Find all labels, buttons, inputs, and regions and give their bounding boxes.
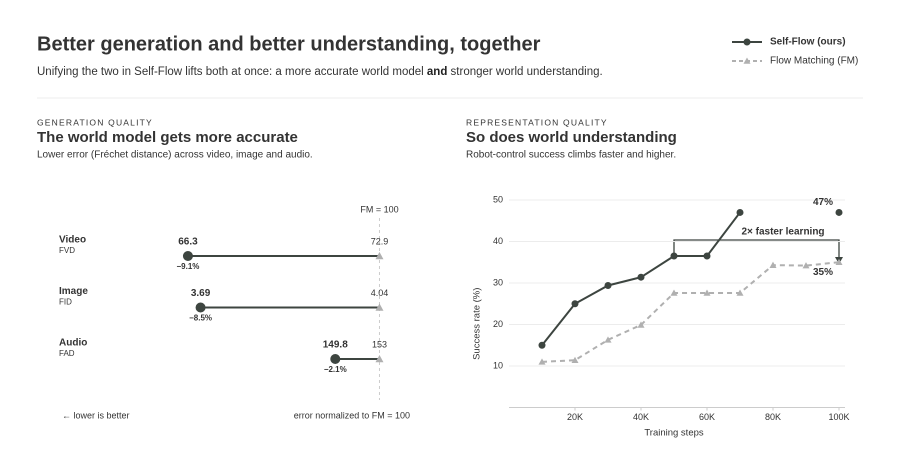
y-tick-label: 10 [493,360,503,370]
fm-marker [375,355,384,363]
y-tick-label: 20 [493,319,503,329]
panel-title: The world model gets more accurate [37,129,298,146]
subtitle-part: stronger world understanding. [447,66,602,78]
x-tick-label: 20K [567,412,583,422]
x-tick-label: 100K [828,412,849,422]
raw-label: 66.3 [178,237,198,248]
x-axis-label: Training steps [644,428,704,439]
legend-marker [743,57,751,64]
self-flow-dot [195,302,206,313]
self-flow-dot [182,251,193,261]
category-sublabel: FVD [59,246,75,255]
point [736,208,744,216]
change-label: −2.1% [324,365,347,374]
category-label: Image [59,286,88,297]
panel-title: So does world understanding [466,129,677,146]
point [802,262,810,269]
change-label: −9.1% [176,262,199,271]
point [736,289,744,296]
y-axis-label: Success rate (%) [472,288,483,360]
panel-kicker: GENERATION QUALITY [37,117,153,127]
panel-kicker: REPRESENTATION QUALITY [466,117,608,127]
legend-marker [743,38,751,46]
page-title: Better generation and better understandi… [37,33,541,55]
point [604,336,612,343]
point [769,261,777,268]
raw-label: 149.8 [323,340,348,351]
category-label: Video [59,235,86,246]
self-flow-dot [330,354,341,364]
y-tick-label: 50 [493,194,503,204]
change-label: −8.5% [189,314,212,323]
end-label: 47% [813,197,833,208]
point [538,358,546,365]
legend-label: Self-Flow (ours) [770,37,846,48]
series-line [541,261,840,363]
point [604,281,612,289]
subtitle-part: Unifying the two in Self-Flow lifts both… [37,66,427,78]
category-sublabel: FAD [59,349,75,358]
note: ← lower is better [62,410,130,420]
x-tick-label: 80K [765,412,781,422]
point [670,289,678,296]
panel-subtitle: Robot-control success climbs faster and … [466,150,676,161]
point [703,289,711,296]
point [703,252,711,260]
category-sublabel: FID [59,298,72,307]
raw-label: 3.69 [191,288,211,299]
raw-label: 72.9 [371,236,389,246]
reference-label: FM = 100 [360,204,398,214]
y-tick-label: 30 [493,277,503,287]
fm-marker [375,252,384,260]
point [637,321,645,328]
subtitle-bold: and [427,66,447,78]
point [637,273,645,281]
point [571,300,579,308]
fm-marker [375,303,384,311]
legend-label: Flow Matching (FM) [770,56,858,67]
point [538,341,546,349]
y-tick-label: 40 [493,236,503,246]
x-tick-label: 60K [699,412,715,422]
note: error normalized to FM = 100 [294,410,410,420]
raw-label: 4.04 [371,288,389,298]
panel-subtitle: Lower error (Fréchet distance) across vi… [37,150,313,161]
end-label: 35% [813,267,833,278]
raw-label: 153 [372,339,387,349]
point [571,356,579,363]
point [670,252,678,260]
x-tick-label: 40K [633,412,649,422]
annotation: 2× faster learning [741,227,824,238]
category-label: Audio [59,338,87,349]
point [835,258,843,266]
annotation-bg [736,224,830,239]
page-subtitle: Unifying the two in Self-Flow lifts both… [37,66,603,78]
annotation-bracket [673,239,840,258]
point [835,208,843,216]
